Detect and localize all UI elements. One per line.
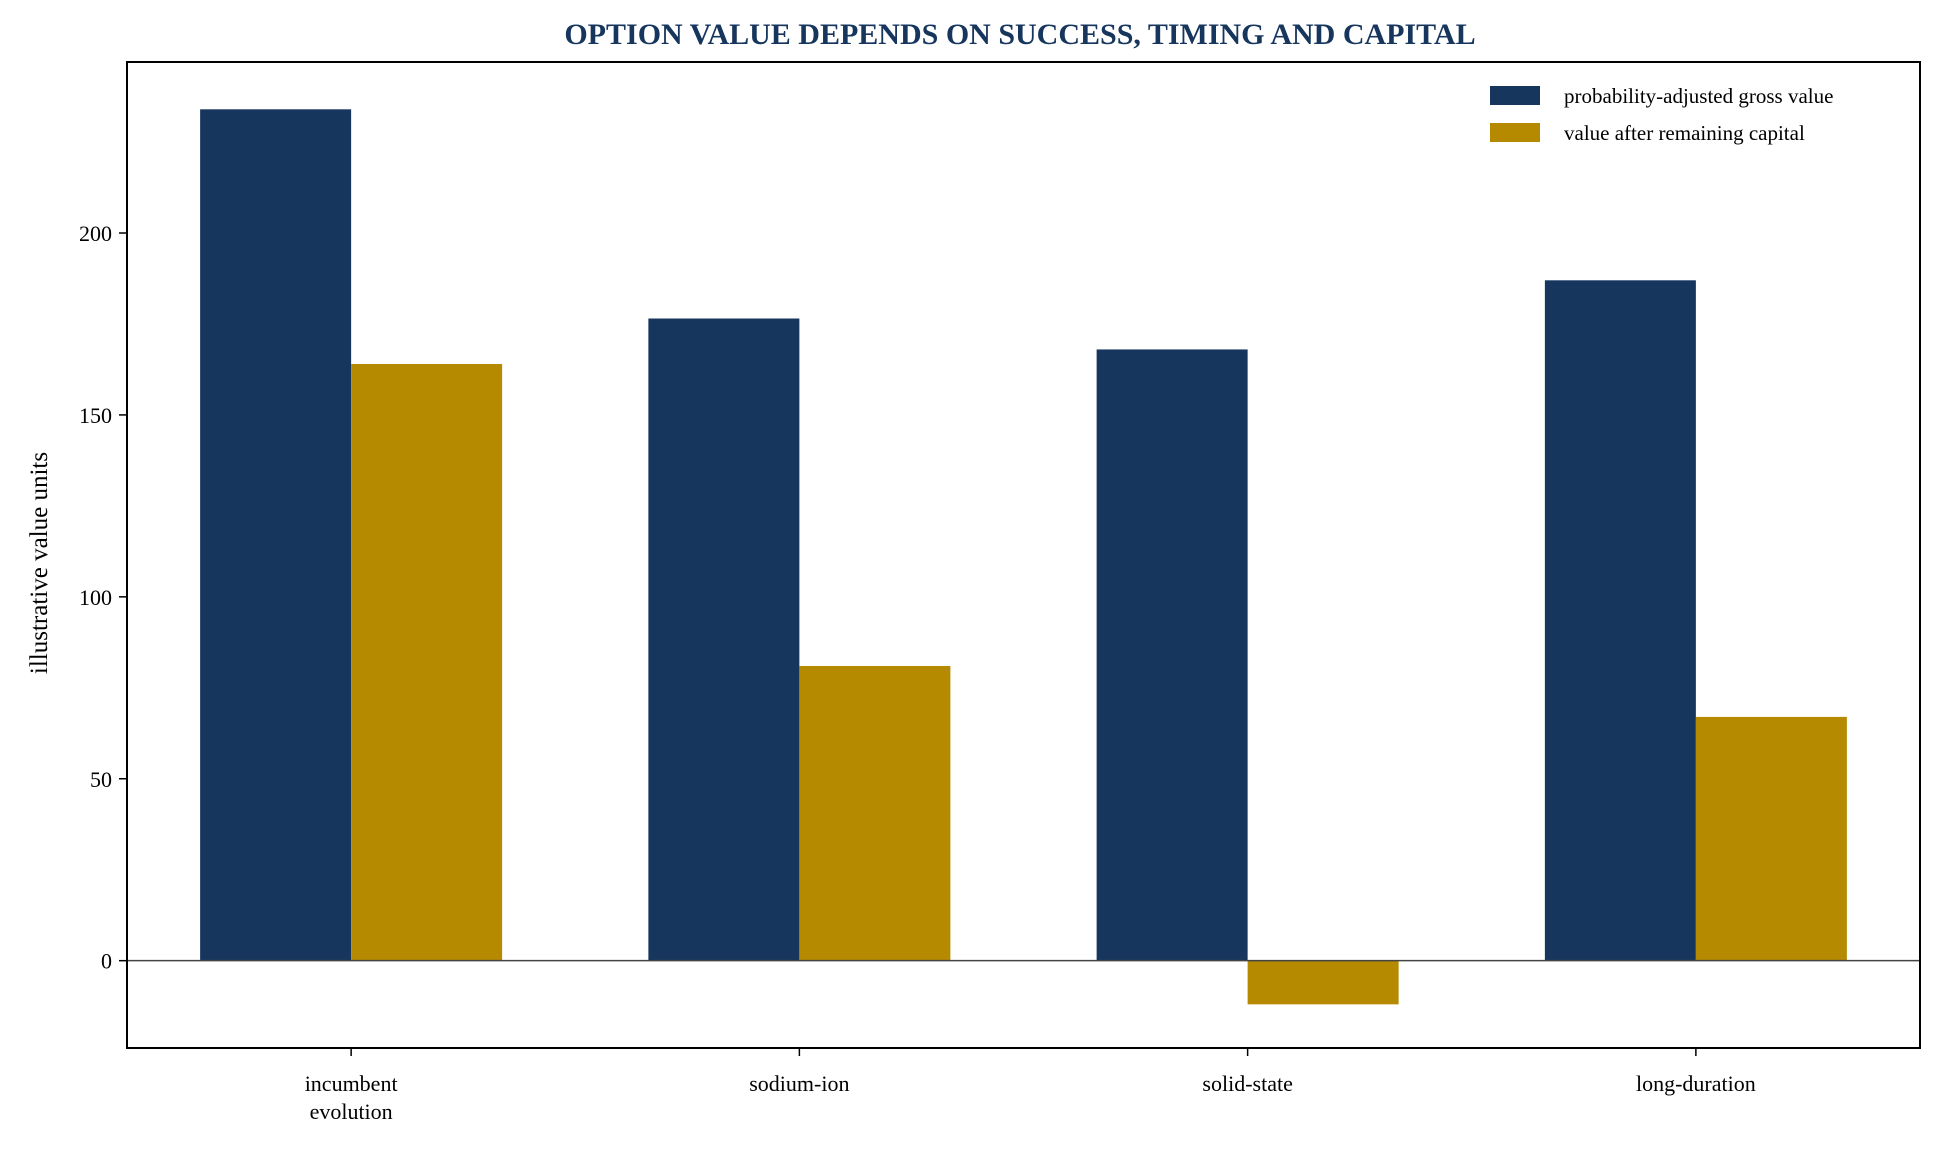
y-tick-label: 150 [79,403,112,428]
legend-swatch-1 [1490,86,1540,105]
plot-area: 0 50 100 150 200 incumbent evolution sodium-ion… [79,61,1921,1124]
bar-series1-cat2 [648,318,800,961]
y-axis-label: illustrative value units [26,452,53,674]
bar-series2-cat2 [799,665,951,961]
legend-label-2: value after remaining capital [1564,121,1805,145]
y-tick-label: 100 [79,585,112,610]
x-tick-label-2: sodium-ion [749,1071,849,1096]
bar-series2-cat1 [351,363,503,961]
legend: probability-adjusted gross value value af… [1490,84,1833,145]
bar-series1-cat4 [1544,280,1696,961]
x-tick-label-line: solid-state [1202,1071,1292,1096]
bar-series1-cat3 [1096,349,1248,961]
bar-series1-cat1 [200,109,352,961]
y-tick-label: 0 [101,949,112,974]
x-tick-label-line: sodium-ion [749,1071,849,1096]
legend-label-1: probability-adjusted gross value [1564,84,1833,108]
x-tick-label-line: incumbent [305,1071,398,1096]
plot-frame [126,61,1921,1049]
bar-series2-cat3 [1247,960,1399,1005]
x-tick-label-line: long-duration [1636,1071,1756,1096]
y-tick-label: 200 [79,221,112,246]
x-tick-label-line: evolution [310,1099,393,1124]
legend-swatch-2 [1490,123,1540,142]
x-tick-label-1: incumbent evolution [305,1071,398,1124]
x-tick-label-3: solid-state [1202,1071,1292,1096]
chart-title: OPTION VALUE DEPENDS ON SUCCESS, TIMING … [564,18,1475,51]
x-tick-label-4: long-duration [1636,1071,1756,1096]
bar-series2-cat4 [1695,716,1847,961]
y-tick-label: 50 [90,767,112,792]
